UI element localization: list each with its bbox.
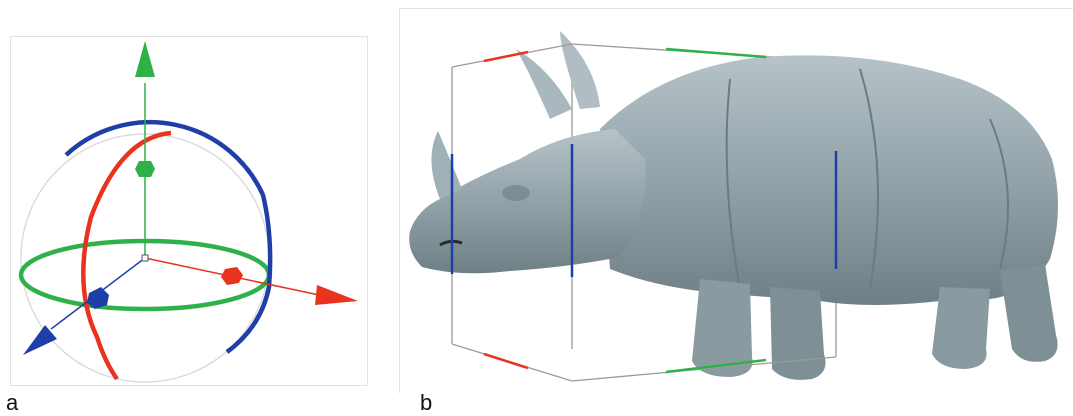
z-axis-arrowhead	[23, 325, 57, 355]
z-rotation-ring	[64, 119, 273, 354]
y-axis-arrowhead	[135, 41, 155, 77]
z-scale-handle	[87, 287, 109, 309]
rhino-model-icon	[409, 31, 1059, 382]
pivot-point	[141, 254, 149, 262]
model-panel	[399, 8, 1073, 393]
gizmo-transform-icon	[18, 41, 358, 383]
bounding-box-axis-highlights	[450, 47, 838, 374]
panel-a-label: a	[6, 390, 19, 415]
panel-b-label: b	[420, 390, 433, 415]
y-scale-handle	[135, 161, 155, 177]
x-axis-arrowhead	[315, 285, 358, 305]
rhino-body	[409, 31, 1059, 380]
x-rotation-ring	[81, 130, 172, 381]
gizmo-panel	[10, 36, 368, 386]
x-scale-handle	[221, 267, 243, 285]
